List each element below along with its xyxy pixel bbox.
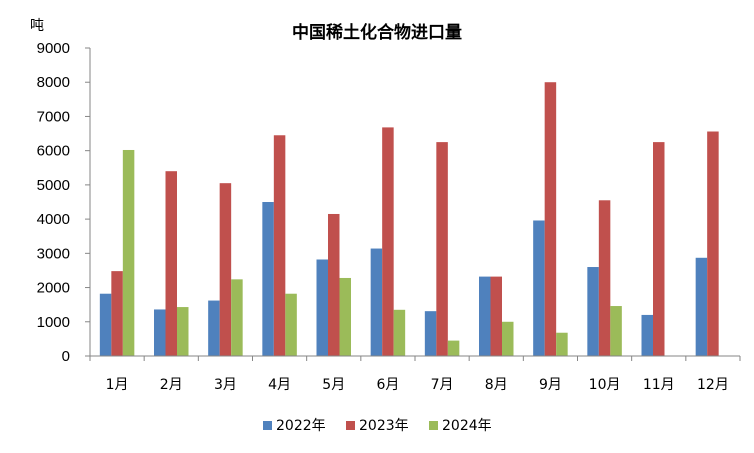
y-axis-unit-label: 吨 <box>30 18 44 34</box>
bar-3-1 <box>122 149 135 356</box>
legend-swatch <box>429 421 438 430</box>
bar-3-8 <box>502 321 514 356</box>
x-category-label: 9月 <box>539 377 562 393</box>
bar-1-4 <box>262 202 274 356</box>
bar-2-3 <box>219 183 232 356</box>
legend-label: 2024年 <box>442 418 492 434</box>
legend: 2022年 2023年 2024年 <box>263 418 492 434</box>
bar-1-7 <box>424 311 437 356</box>
bar-2-8 <box>490 276 502 356</box>
x-category-label: 1月 <box>106 377 129 393</box>
y-tick-label: 6000 <box>37 143 70 160</box>
bar-1-9 <box>533 220 545 356</box>
bar-1-12 <box>695 257 708 356</box>
y-tick-label: 5000 <box>37 177 70 194</box>
y-tick-label: 2000 <box>37 280 70 297</box>
y-tick-label: 4000 <box>37 211 70 228</box>
x-ticks-group: 1月 2月 3月 4月 5月 6月 7月 8月 9月 10月 11月 12月 <box>89 356 741 393</box>
bar-2-2 <box>165 171 177 356</box>
bar-3-5 <box>339 277 351 356</box>
bar-1-2 <box>154 309 166 356</box>
y-tick-label: 7000 <box>37 108 70 125</box>
bar-2-9 <box>544 82 557 356</box>
y-tick-label: 8000 <box>37 74 70 91</box>
bar-3-9 <box>556 332 568 356</box>
bar-2-12 <box>707 131 719 356</box>
bar-1-3 <box>208 300 220 356</box>
bar-1-10 <box>587 267 599 356</box>
bars-group <box>99 82 719 356</box>
x-category-label: 12月 <box>697 377 729 393</box>
bar-2-1 <box>111 271 123 356</box>
bar-1-8 <box>479 276 491 356</box>
y-tick-label: 1000 <box>37 314 70 331</box>
x-category-label: 5月 <box>322 377 345 393</box>
bar-3-7 <box>447 340 460 356</box>
legend-swatch <box>346 421 355 430</box>
legend-swatch <box>263 421 272 430</box>
x-category-label: 7月 <box>431 377 454 393</box>
bar-1-5 <box>316 259 328 356</box>
chart-title: 中国稀土化合物进口量 <box>292 22 462 43</box>
x-category-label: 11月 <box>643 377 675 393</box>
bar-3-2 <box>177 307 189 356</box>
legend-label: 2022年 <box>276 418 326 434</box>
bar-1-1 <box>99 293 112 356</box>
bar-3-6 <box>393 309 406 356</box>
y-ticks-group: 0 1000 2000 3000 4000 5000 6000 7000 8000 9000 <box>37 40 90 365</box>
x-category-label: 2月 <box>160 377 183 393</box>
x-category-label: 10月 <box>589 377 621 393</box>
y-tick-label: 3000 <box>37 245 70 262</box>
bar-2-10 <box>598 200 611 356</box>
y-tick-label: 0 <box>62 348 70 365</box>
bar-2-4 <box>273 135 286 356</box>
bar-3-4 <box>285 293 297 356</box>
bar-3-10 <box>610 306 622 356</box>
bar-2-6 <box>382 127 394 356</box>
bar-2-11 <box>653 142 665 356</box>
y-tick-label: 9000 <box>37 40 70 57</box>
x-category-label: 4月 <box>268 377 291 393</box>
x-category-label: 8月 <box>485 377 508 393</box>
bar-1-6 <box>370 248 383 356</box>
bar-1-11 <box>641 314 653 356</box>
x-category-label: 3月 <box>214 377 237 393</box>
bar-2-5 <box>328 213 340 356</box>
bar-3-3 <box>231 279 243 356</box>
bar-2-7 <box>436 142 448 356</box>
x-category-label: 6月 <box>376 377 399 393</box>
legend-label: 2023年 <box>359 418 409 434</box>
